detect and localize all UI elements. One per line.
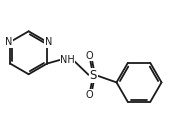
Text: NH: NH	[60, 55, 75, 65]
Text: O: O	[86, 51, 93, 61]
Text: N: N	[5, 37, 12, 47]
Text: O: O	[86, 90, 93, 100]
Text: N: N	[45, 37, 53, 47]
Text: S: S	[89, 69, 97, 82]
